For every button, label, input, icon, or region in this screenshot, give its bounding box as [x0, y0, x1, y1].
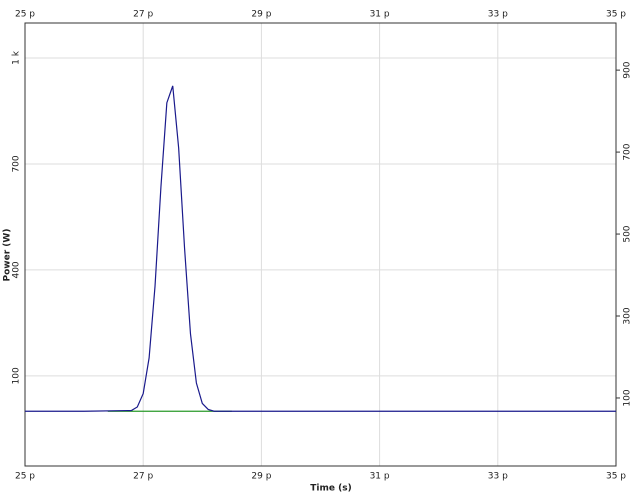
- y-tick-label: 700: [12, 155, 22, 172]
- x-tick-label-top: 29 p: [251, 10, 271, 20]
- x-tick-label-top: 31 p: [370, 10, 390, 20]
- x-tick-label: 27 p: [133, 472, 153, 482]
- x-tick-label-top: 25 p: [15, 10, 35, 20]
- x-axis-label: Time (s): [310, 484, 351, 494]
- y2-tick-label: 100: [623, 389, 633, 406]
- x-tick-label-top: 27 p: [133, 10, 153, 20]
- series-line: [25, 85, 616, 412]
- y2-tick-label: 900: [623, 61, 633, 78]
- x-tick-label: 35 p: [606, 472, 626, 482]
- y-tick-label: 100: [12, 367, 22, 384]
- x-tick-label-top: 35 p: [606, 10, 626, 20]
- x-tick-label: 31 p: [370, 472, 390, 482]
- y-tick-label: 400: [12, 261, 22, 278]
- x-tick-label-top: 33 p: [488, 10, 508, 20]
- y-tick-label: 1 k: [12, 50, 22, 65]
- y-axis-label: Power (W): [3, 229, 13, 282]
- plot-frame: [24, 22, 617, 467]
- y2-tick-label: 500: [623, 225, 633, 242]
- x-tick-label: 25 p: [15, 472, 35, 482]
- x-tick-label: 33 p: [488, 472, 508, 482]
- y2-tick-label: 700: [623, 143, 633, 160]
- y2-tick-label: 300: [623, 307, 633, 324]
- x-tick-label: 29 p: [251, 472, 271, 482]
